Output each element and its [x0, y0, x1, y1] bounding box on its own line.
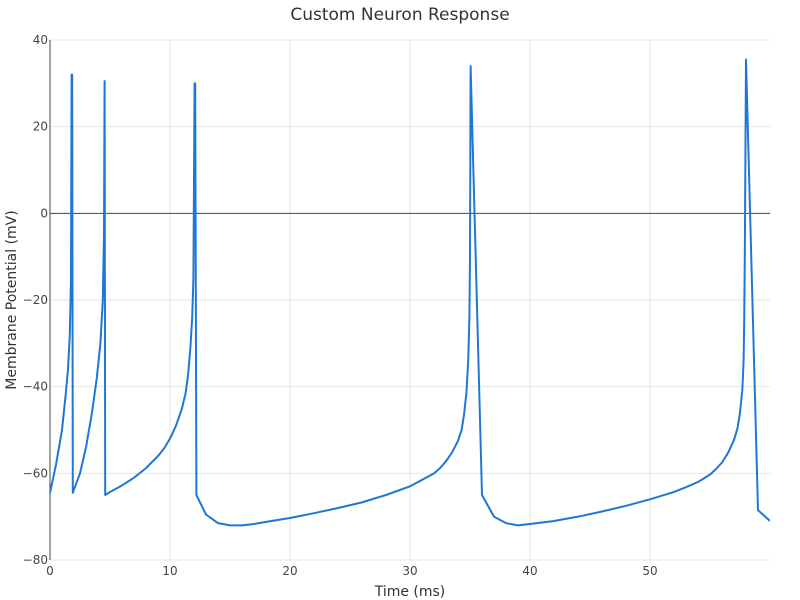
- y-tick-label: −80: [23, 553, 48, 567]
- x-axis-title: Time (ms): [374, 584, 446, 600]
- tick-labels: 0 10 20 30 40 50 −80 −60 −40 −20 0 20 40: [23, 33, 658, 578]
- y-tick-label: 40: [33, 33, 48, 47]
- y-tick-label: −60: [23, 466, 48, 480]
- chart-title: Custom Neuron Response: [290, 5, 509, 25]
- x-tick-label: 0: [46, 564, 54, 578]
- y-tick-label: −40: [23, 380, 48, 394]
- grid: [50, 39, 770, 561]
- y-axis-title: Membrane Potential (mV): [4, 210, 20, 389]
- x-tick-label: 10: [162, 564, 177, 578]
- x-tick-label: 20: [282, 564, 297, 578]
- zero-line-group: [49, 40, 770, 560]
- y-tick-label: 20: [33, 120, 48, 134]
- membrane-potential-trace: [50, 58, 770, 527]
- x-tick-label: 40: [522, 564, 537, 578]
- trace-group: [50, 58, 770, 527]
- x-tick-label: 30: [402, 564, 417, 578]
- x-tick-label: 50: [642, 564, 657, 578]
- y-tick-label: 0: [40, 206, 48, 220]
- y-tick-label: −20: [23, 293, 48, 307]
